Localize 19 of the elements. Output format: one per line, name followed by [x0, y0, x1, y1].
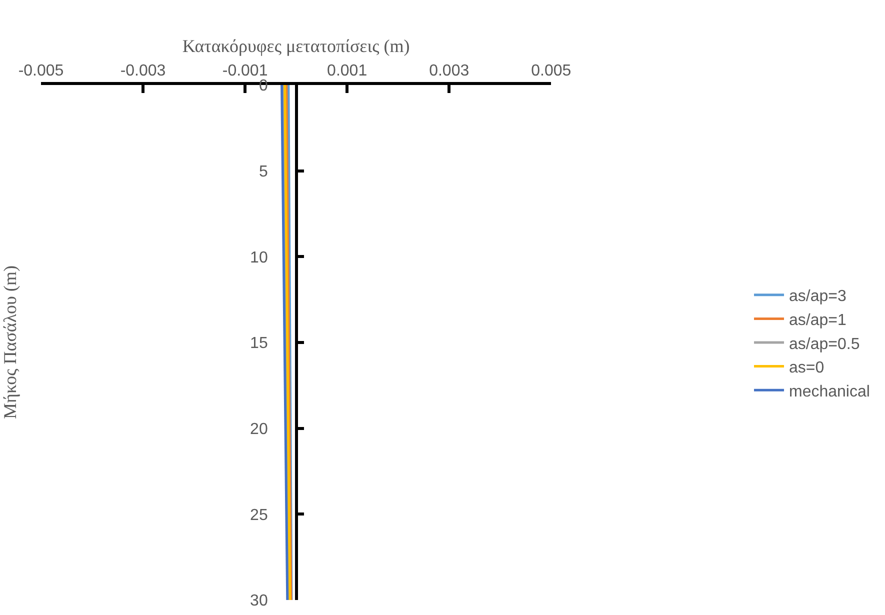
legend-label: as/ap=0.5 — [789, 336, 860, 353]
x-tick-label: 0.005 — [531, 62, 572, 80]
y-tick-label: 30 — [250, 592, 268, 610]
y-tick-label: 20 — [250, 420, 268, 438]
y-tick-label: 15 — [250, 335, 268, 352]
legend-label: as=0 — [789, 360, 824, 377]
y-axis-title: Μήκος Πασάλου (m) — [0, 266, 20, 419]
y-tick-label: 5 — [258, 163, 268, 180]
y-tick-label: 10 — [250, 249, 268, 266]
x-tick-label: -0.003 — [120, 62, 166, 80]
x-axis-title: Κατακόρυφες μετατοπίσεις (m) — [182, 36, 410, 56]
legend-label: mechanical — [789, 383, 870, 400]
x-tick-label: 0.001 — [327, 62, 368, 80]
x-tick-label: -0.001 — [222, 62, 268, 80]
x-tick-label: -0.005 — [18, 62, 64, 80]
legend-label: as/ap=3 — [789, 288, 846, 306]
x-tick-label: 0.003 — [429, 62, 470, 80]
y-tick-label: 25 — [250, 506, 268, 524]
legend-label: as/ap=1 — [789, 312, 846, 329]
